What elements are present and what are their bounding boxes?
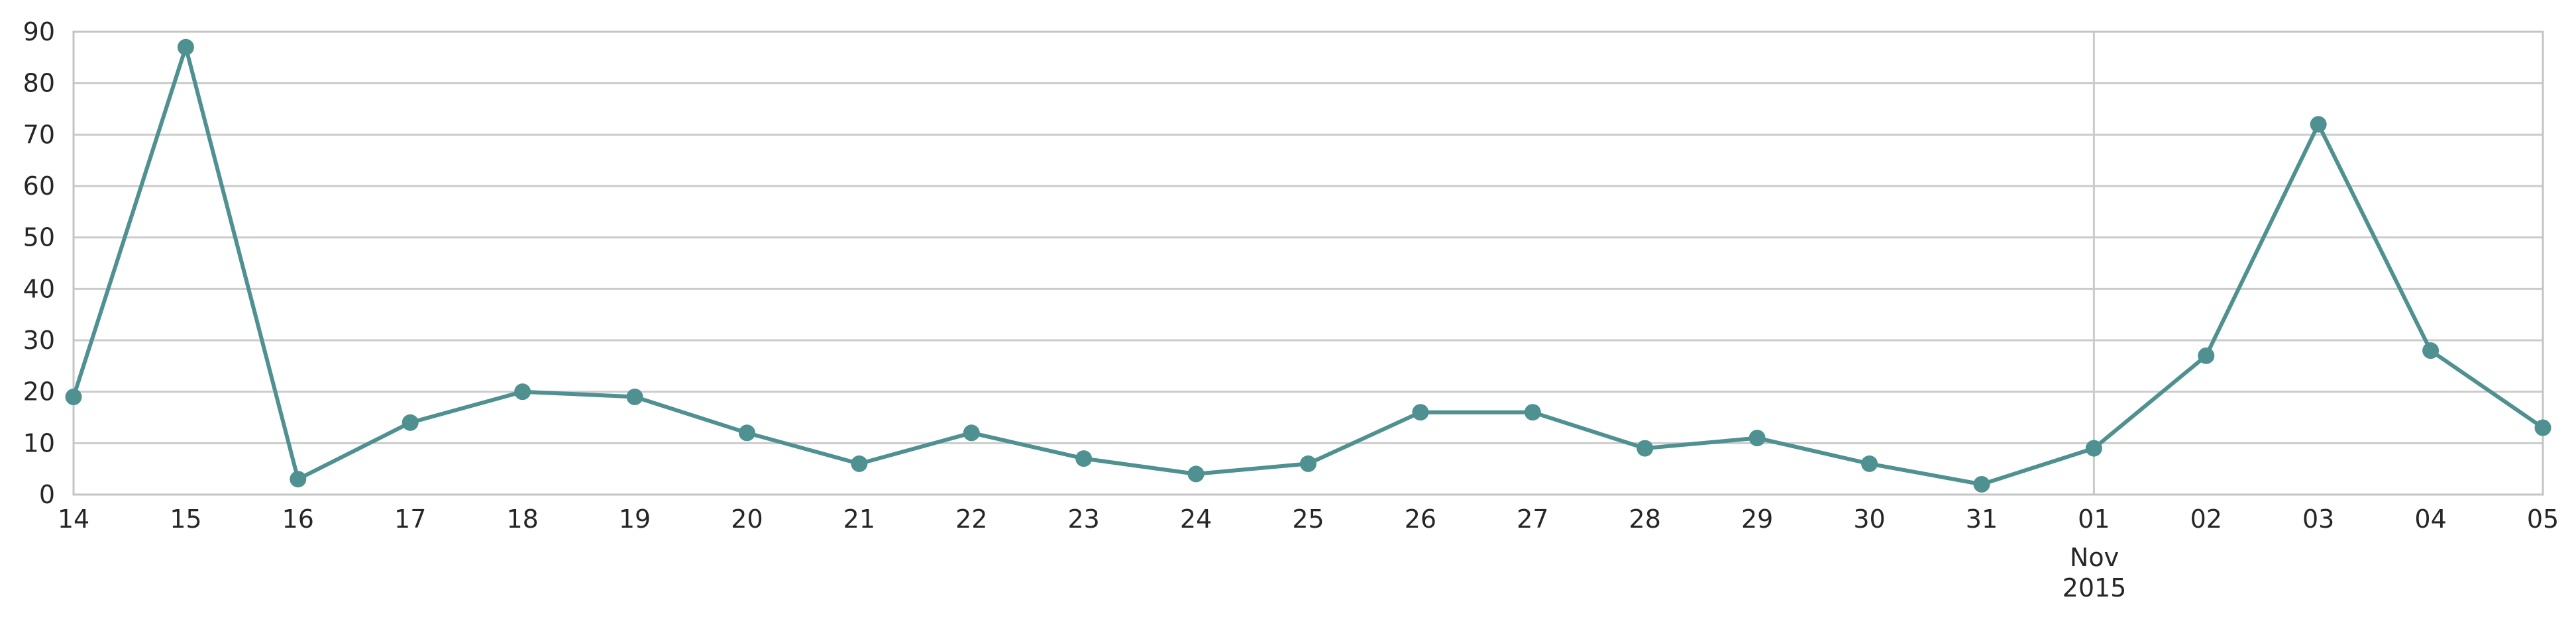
series-points	[65, 38, 2551, 493]
data-point	[738, 424, 755, 442]
data-point	[2198, 347, 2215, 364]
data-point	[2534, 419, 2551, 436]
x-tick-label: 14	[58, 505, 89, 534]
x-tick-label: 17	[394, 505, 426, 534]
x-tick-label: 02	[2190, 505, 2222, 534]
data-point	[1075, 450, 1093, 467]
y-tick-label: 50	[23, 223, 55, 252]
data-point	[1187, 465, 1205, 483]
data-point	[2310, 116, 2327, 133]
data-point	[963, 424, 980, 442]
month-marker-labels: Nov 2015	[2063, 543, 2127, 602]
x-axis-tick-labels: 14 15 16 17 18 19 20 21 22 23 24 25 26 27 28 29 30 31 01 02…	[58, 505, 2559, 534]
data-point	[177, 38, 194, 56]
data-point	[514, 383, 531, 401]
x-tick-label: 21	[843, 505, 875, 534]
x-tick-label: 19	[619, 505, 651, 534]
x-tick-label: 03	[2302, 505, 2334, 534]
y-tick-label: 0	[39, 480, 55, 509]
x-tick-label: 01	[2078, 505, 2110, 534]
data-point	[2422, 342, 2440, 360]
x-tick-label: 29	[1741, 505, 1773, 534]
x-tick-month-label: Nov	[2070, 543, 2119, 572]
data-point	[1412, 404, 1429, 421]
y-tick-label: 10	[23, 428, 55, 457]
data-point	[1973, 475, 1990, 493]
y-tick-label: 40	[23, 274, 55, 303]
y-tick-label: 70	[23, 120, 55, 149]
x-tick-label: 05	[2527, 505, 2559, 534]
x-tick-label: 18	[506, 505, 538, 534]
x-tick-label: 04	[2414, 505, 2446, 534]
y-axis-tick-labels: 0 10 20 30 40 50 60 70 80 90	[23, 17, 55, 509]
series-line-layer	[72, 45, 2545, 487]
x-tick-label: 27	[1517, 505, 1548, 534]
x-tick-year-label: 2015	[2063, 573, 2127, 602]
x-tick-label: 22	[955, 505, 987, 534]
data-point	[2085, 440, 2102, 457]
data-point	[402, 414, 419, 431]
series-line	[72, 45, 2545, 487]
plot-border	[72, 30, 2544, 496]
data-point	[1524, 404, 1541, 421]
y-tick-label: 90	[23, 17, 55, 46]
x-tick-label: 20	[731, 505, 763, 534]
y-tick-label: 60	[23, 171, 55, 201]
data-point	[65, 388, 82, 405]
y-tick-label: 20	[23, 377, 55, 407]
x-tick-label: 30	[1853, 505, 1885, 534]
x-tick-label: 25	[1292, 505, 1324, 534]
y-tick-label: 30	[23, 326, 55, 355]
x-tick-label: 23	[1068, 505, 1100, 534]
x-tick-label: 31	[1966, 505, 1998, 534]
grid-lines	[74, 30, 2543, 496]
y-tick-label: 80	[23, 69, 55, 98]
x-tick-label: 26	[1405, 505, 1436, 534]
data-point	[851, 455, 868, 472]
data-point	[1861, 455, 1878, 472]
data-point	[290, 471, 307, 488]
data-point	[626, 388, 643, 405]
x-tick-label: 24	[1180, 505, 1212, 534]
x-tick-label: 16	[282, 505, 314, 534]
data-point	[1748, 430, 1766, 447]
data-point	[1300, 455, 1316, 472]
data-point	[1637, 440, 1654, 457]
x-tick-label: 28	[1629, 505, 1661, 534]
plot-frame	[72, 30, 2544, 496]
x-tick-label: 15	[170, 505, 201, 534]
